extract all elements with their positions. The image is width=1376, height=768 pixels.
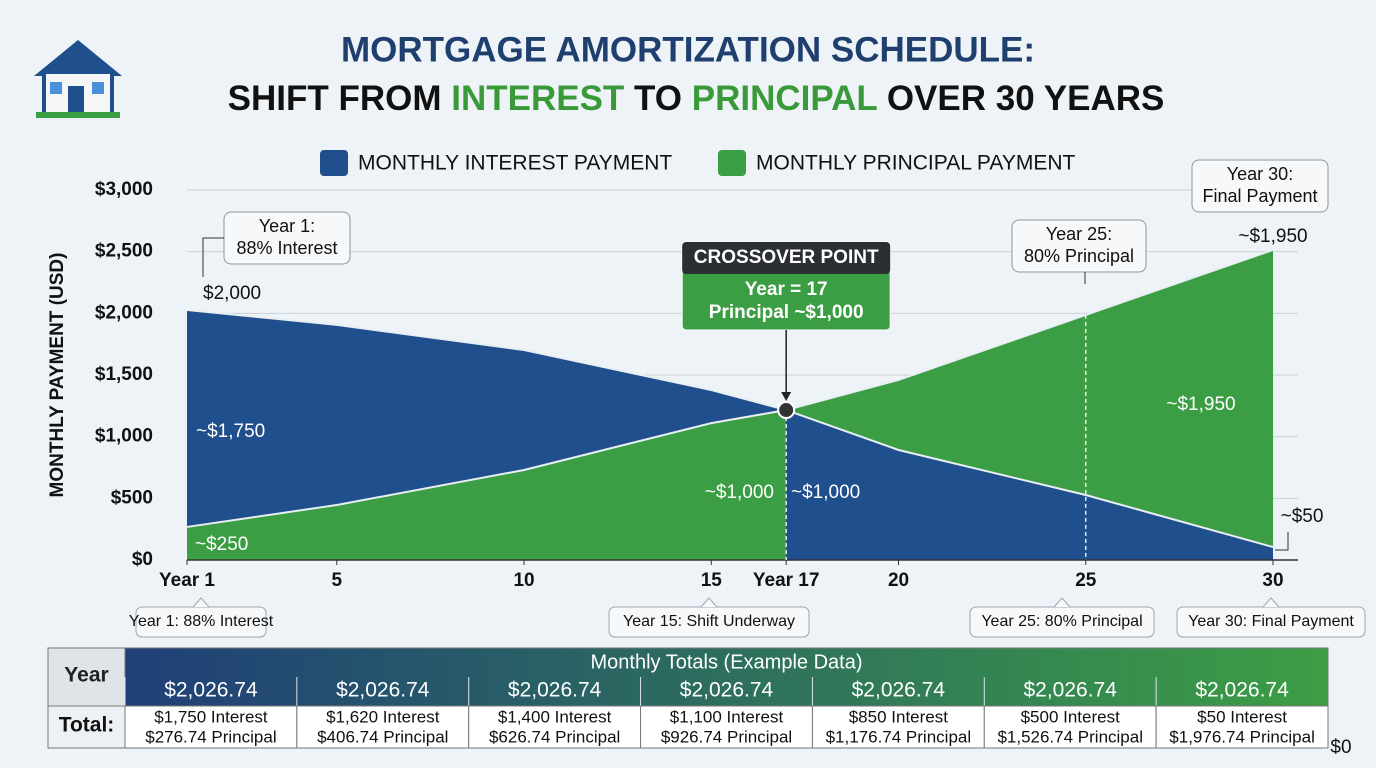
house-icon xyxy=(34,40,122,118)
table-cell-text: $850 Interest xyxy=(849,707,949,726)
table-row-label: Total: xyxy=(59,714,115,737)
bottom-callout-text: Year 30: Final Payment xyxy=(1188,613,1354,630)
x-tick-label: 30 xyxy=(1262,570,1283,591)
bottom-callout-pointer xyxy=(1053,597,1071,608)
title-part: TO xyxy=(624,79,691,118)
crossover-line: Principal ~$1,000 xyxy=(709,302,864,323)
title-part: SHIFT FROM xyxy=(228,79,452,118)
table-total: $2,026.74 xyxy=(336,679,430,702)
callout-text: 88% Interest xyxy=(236,238,337,258)
table-year-header: Year xyxy=(64,664,108,687)
callout-text: Year 1: xyxy=(259,216,315,236)
callout-leader xyxy=(202,237,224,277)
table-cell-text: $50 Interest xyxy=(1197,707,1287,726)
table-cell-text: $1,750 Interest xyxy=(154,707,268,726)
series-line xyxy=(186,248,1274,528)
table-cell-text: $1,976.74 Principal xyxy=(1169,727,1315,746)
x-tick-label: 25 xyxy=(1075,570,1097,591)
table-cell-text: $500 Interest xyxy=(1021,707,1121,726)
table-header xyxy=(124,647,1329,707)
crossover-line: Year = 17 xyxy=(745,279,828,300)
table-cell-text: $626.74 Principal xyxy=(489,727,620,746)
point-label: ~$1,750 xyxy=(196,421,265,442)
series-line xyxy=(186,309,1274,549)
x-tick-label: 15 xyxy=(701,570,723,591)
bottom-callout-text: Year 15: Shift Underway xyxy=(623,613,795,630)
arrow-head xyxy=(781,392,792,401)
point-label: ~$1,950 xyxy=(1166,394,1235,415)
callout-text: Year 25: xyxy=(1046,224,1112,244)
point-label: $2,000 xyxy=(203,283,261,304)
table-total: $2,026.74 xyxy=(164,679,258,702)
y-tick-label: $2,500 xyxy=(95,241,153,262)
table-cell-text: $1,620 Interest xyxy=(326,707,440,726)
title-part: INTEREST xyxy=(451,79,624,118)
table-cell-text: $406.74 Principal xyxy=(317,727,448,746)
table-label-cell xyxy=(47,705,126,749)
legend-label: MONTHLY PRINCIPAL PAYMENT xyxy=(756,152,1075,175)
title-line2: SHIFT FROM INTEREST TO PRINCIPAL OVER 30… xyxy=(228,79,1165,118)
point-label: ~$1,000 xyxy=(705,482,774,503)
point-label: ~$50 xyxy=(1281,506,1324,527)
callout-text: Final Payment xyxy=(1202,186,1317,206)
point-label: ~$250 xyxy=(195,534,248,555)
table-cell-text: $1,176.74 Principal xyxy=(826,727,972,746)
table-total: $2,026.74 xyxy=(852,679,946,702)
x-tick-label: 5 xyxy=(332,570,343,591)
table-total: $2,026.74 xyxy=(680,679,774,702)
crossover-marker xyxy=(777,401,796,420)
legend-swatch xyxy=(718,150,746,176)
title-part: PRINCIPAL xyxy=(692,79,878,118)
table-cell-text: $1,400 Interest xyxy=(498,707,612,726)
table-year-cell xyxy=(47,647,126,707)
x-tick-label: 20 xyxy=(888,570,909,591)
callout-box xyxy=(1191,159,1329,213)
crossover-title: CROSSOVER POINT xyxy=(694,247,879,268)
y-tick-label: $3,000 xyxy=(95,179,153,200)
table-total: $2,026.74 xyxy=(508,679,602,702)
y-tick-label: $500 xyxy=(111,487,153,508)
title-part: OVER 30 YEARS xyxy=(877,79,1164,118)
bottom-callout-pointer xyxy=(1262,597,1280,608)
bottom-callout-pointer xyxy=(192,597,210,608)
bottom-callout-text: Year 25: 80% Principal xyxy=(981,613,1142,630)
table-cell xyxy=(983,705,1157,749)
label-leader xyxy=(1275,532,1289,551)
y-tick-label: $2,000 xyxy=(95,302,153,323)
table-cell xyxy=(640,705,813,749)
bottom-callout-text: Year 1: 88% Interest xyxy=(129,613,274,630)
table-cell-text: $926.74 Principal xyxy=(661,727,792,746)
legend-swatch xyxy=(320,150,348,176)
title-line1: MORTGAGE AMORTIZATION SCHEDULE: xyxy=(341,30,1035,69)
table-cell-text: $1,100 Interest xyxy=(670,707,784,726)
interest-area-front xyxy=(786,410,1273,560)
x-tick-label: Year 17 xyxy=(753,570,820,591)
table-cell-text: $276.74 Principal xyxy=(145,727,276,746)
crossover-box-header xyxy=(682,242,891,274)
point-label: ~$1,950 xyxy=(1238,226,1307,247)
table-cell xyxy=(468,705,642,749)
point-label: ~$1,000 xyxy=(791,482,860,503)
callout-box xyxy=(1011,219,1147,273)
table-cell xyxy=(811,705,985,749)
table-total: $2,026.74 xyxy=(1023,679,1117,702)
y-axis-label: MONTHLY PAYMENT (USD) xyxy=(47,253,68,498)
stray-label: $0 xyxy=(1330,737,1351,758)
y-tick-label: $0 xyxy=(132,549,153,570)
table-cell xyxy=(1155,705,1329,749)
table-cell-text: $1,526.74 Principal xyxy=(997,727,1143,746)
y-tick-label: $1,000 xyxy=(95,426,153,447)
y-tick-label: $1,500 xyxy=(95,364,153,385)
x-tick-label: 10 xyxy=(513,570,534,591)
x-tick-label: Year 1 xyxy=(159,570,215,591)
legend-label: MONTHLY INTEREST PAYMENT xyxy=(358,152,672,175)
table-cell xyxy=(296,705,470,749)
table-title: Monthly Totals (Example Data) xyxy=(591,651,863,673)
callout-text: Year 30: xyxy=(1227,164,1293,184)
table-total: $2,026.74 xyxy=(1195,679,1289,702)
callout-text: 80% Principal xyxy=(1024,246,1134,266)
bottom-callout-pointer xyxy=(700,597,718,608)
